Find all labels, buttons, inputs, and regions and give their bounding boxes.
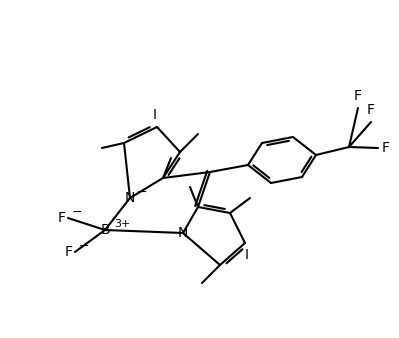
Text: F: F	[382, 141, 390, 155]
Text: F: F	[58, 211, 66, 225]
Text: F: F	[367, 103, 375, 117]
Text: −: −	[79, 240, 89, 252]
Text: I: I	[153, 108, 157, 122]
Text: 3+: 3+	[114, 219, 130, 229]
Text: −: −	[137, 186, 148, 198]
Text: F: F	[354, 89, 362, 103]
Text: N: N	[178, 226, 188, 240]
Text: −: −	[72, 206, 83, 218]
Text: N: N	[125, 191, 135, 205]
Text: B: B	[100, 223, 110, 237]
Text: F: F	[65, 245, 73, 259]
Text: I: I	[245, 248, 249, 262]
